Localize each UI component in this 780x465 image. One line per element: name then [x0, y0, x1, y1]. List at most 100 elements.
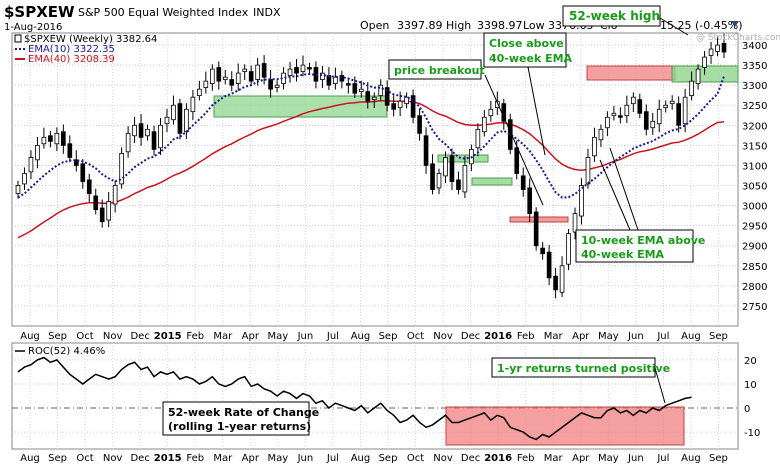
- candle-body: [682, 96, 688, 125]
- support-zone-2: [471, 177, 513, 186]
- candle-body: [572, 213, 578, 233]
- ema10-line: [17, 72, 725, 199]
- dropdown-icon[interactable]: [731, 21, 739, 27]
- candle-body: [242, 68, 248, 72]
- symbol: $SPXEW: [4, 3, 75, 21]
- candle-body: [365, 91, 371, 102]
- x-tick-label: 2015: [154, 453, 182, 464]
- candle-body: [106, 201, 112, 221]
- roc-y-tick-label: 0: [744, 404, 750, 415]
- candle-body: [676, 103, 681, 126]
- candle-body: [656, 108, 662, 125]
- candle-body: [430, 163, 435, 190]
- candle-body: [689, 80, 694, 97]
- x-tick-label: Apr: [572, 453, 590, 464]
- x-tick-label: Aug: [351, 331, 371, 342]
- candle-body: [488, 108, 494, 117]
- x-tick-label: Sep: [709, 331, 728, 342]
- candle-body: [695, 68, 701, 84]
- x-tick-label: May: [268, 453, 289, 464]
- candle-body: [22, 173, 27, 185]
- legend-ema40: EMA(40) 3208.39: [28, 54, 115, 65]
- candle-body: [449, 155, 455, 182]
- y-tick-label: 3100: [742, 161, 767, 172]
- high-zone-red: [586, 65, 676, 81]
- x-tick-label: Oct: [407, 453, 424, 464]
- x-tick-label: Sep: [48, 453, 67, 464]
- roc-axis: -10 0 10 20: [744, 356, 760, 439]
- candle-body: [520, 175, 526, 190]
- low-label: Low: [523, 19, 545, 32]
- x-tick-label: Dec: [130, 453, 149, 464]
- label-box: [162, 401, 310, 436]
- candle-body: [482, 116, 487, 133]
- watermark: @ StockCharts.com: [696, 33, 780, 43]
- candle-body: [112, 185, 118, 205]
- x-tick-label: Apr: [572, 331, 590, 342]
- candle-body: [248, 71, 254, 82]
- candle-body: [73, 159, 79, 166]
- candle-body: [650, 120, 656, 129]
- candle-body: [287, 68, 293, 76]
- open-value: 3397.89: [397, 19, 443, 32]
- candle-body: [197, 88, 202, 97]
- date: 1-Aug-2016: [4, 22, 62, 33]
- x-tick-label: Aug: [20, 331, 40, 342]
- candle-body: [592, 136, 597, 157]
- x-tick-label: Jun: [297, 331, 314, 342]
- candle-body: [579, 185, 584, 217]
- x-tick-label: Oct: [407, 331, 424, 342]
- candle-body: [209, 68, 215, 84]
- x-tick-label: May: [598, 331, 619, 342]
- x-tick-label: Feb: [517, 331, 535, 342]
- label-box: [388, 59, 482, 80]
- high-value: 3398.97: [477, 19, 523, 32]
- candle-body: [132, 124, 137, 137]
- candle-body: [702, 56, 707, 68]
- x-tick-label: Nov: [103, 453, 123, 464]
- ema40-line: [17, 100, 725, 239]
- candle-body: [358, 88, 364, 92]
- pointer-2: [609, 147, 639, 231]
- candle-body: [164, 116, 170, 125]
- candle-body: [48, 135, 53, 142]
- label-line-1: 10-week EMA above: [581, 234, 705, 247]
- candle-body: [171, 104, 176, 121]
- candle-body: [352, 83, 358, 94]
- x-tick-label: Mar: [544, 453, 564, 464]
- candle-body: [494, 100, 500, 109]
- candle-body: [261, 63, 267, 78]
- roc-legend: ROC(52) 4.46%: [15, 346, 105, 357]
- y-tick-label: 2950: [742, 222, 767, 233]
- candle-body: [125, 132, 131, 153]
- y-tick-label: 2750: [742, 302, 767, 313]
- resistance-zone: [213, 95, 388, 118]
- ema10-series: [17, 72, 725, 199]
- exchange: INDX: [253, 6, 281, 19]
- label-text: 52-week high: [569, 9, 660, 23]
- candle-body: [533, 211, 539, 247]
- candle-body: [190, 96, 196, 113]
- y-tick-label: 3250: [742, 101, 767, 112]
- date-axis: Aug Sep Oct Nov Dec 2015 Feb Mar Apr May Jun Jul Aug…: [20, 331, 728, 342]
- candle-body: [229, 79, 235, 86]
- candle-body: [715, 44, 720, 52]
- x-tick-label: 2015: [154, 331, 182, 342]
- candle-body: [119, 153, 124, 185]
- label-line-2: 40-week EMA: [489, 52, 573, 65]
- y-tick-label: 3050: [742, 182, 767, 193]
- candle-body: [501, 103, 507, 122]
- x-tick-label: 2016: [484, 331, 512, 342]
- candle-body: [28, 157, 34, 173]
- candle-body: [624, 104, 630, 117]
- roc-legend-text: ROC(52) 4.46%: [28, 346, 105, 357]
- x-tick-label: Feb: [186, 331, 204, 342]
- candle-body: [15, 185, 21, 194]
- candle-body: [546, 251, 552, 279]
- candle-body: [61, 131, 66, 146]
- x-tick-label: Jul: [326, 453, 339, 464]
- candle-body: [99, 207, 105, 223]
- candle-body: [540, 247, 545, 255]
- x-tick-label: Sep: [48, 331, 67, 342]
